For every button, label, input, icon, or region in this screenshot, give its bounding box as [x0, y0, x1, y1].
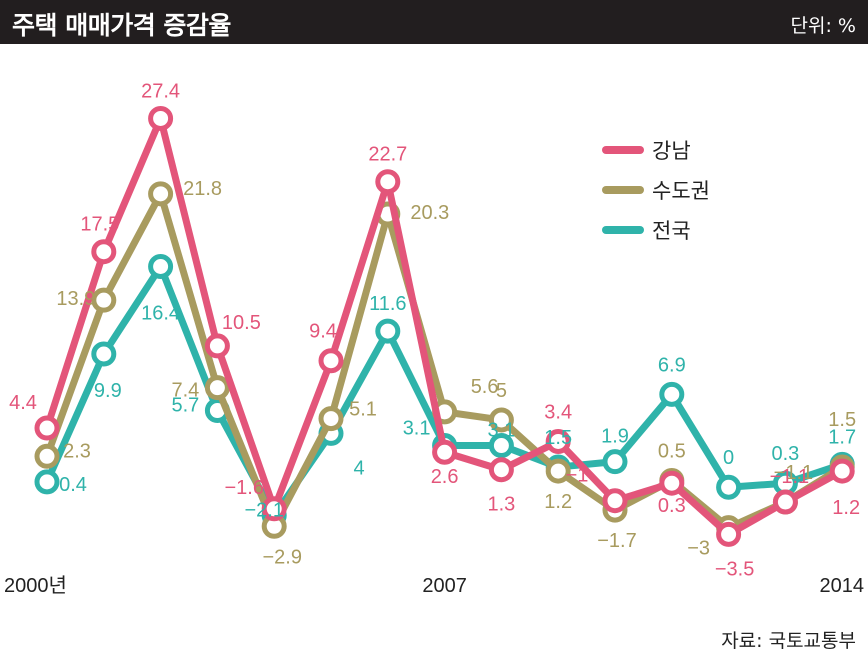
x-tick-label: 2014 — [820, 575, 865, 597]
data-point-gangnam — [659, 470, 685, 496]
x-tick-label: 2000년 — [4, 574, 67, 597]
data-label-gangnam: 1.3 — [487, 494, 515, 516]
data-label-capital: 5 — [496, 380, 507, 402]
data-point-gangnam — [545, 428, 571, 454]
data-point-national — [659, 381, 685, 407]
data-label-gangnam: 22.7 — [368, 144, 407, 166]
data-point-national — [375, 318, 401, 344]
data-label-gangnam: 1.2 — [832, 497, 860, 519]
data-label-capital: −3 — [687, 538, 710, 560]
data-point-capital — [34, 443, 60, 469]
data-label-national: 3.1 — [487, 420, 515, 442]
x-tick-label: 2007 — [422, 575, 467, 597]
data-label-gangnam: 17.5 — [80, 214, 119, 236]
data-label-capital: 13.9 — [56, 288, 95, 310]
data-label-national: −2.1 — [244, 500, 283, 522]
legend-label-national: 전국 — [652, 220, 691, 243]
legend-label-capital: 수도권 — [652, 180, 710, 203]
data-point-gangnam — [602, 488, 628, 514]
data-label-national: 11.6 — [369, 293, 406, 315]
data-point-national — [34, 469, 60, 495]
data-point-national — [488, 433, 514, 459]
line-chart: 0.4 9.9 16.4 5.7 −2.1 4 11.6 3.1 3.1 1.5 1.9 6.9 0 0.… — [4, 80, 865, 597]
data-label-capital: −1.1 — [774, 462, 813, 484]
data-point-gangnam — [772, 489, 798, 515]
data-label-capital: −1.7 — [597, 530, 636, 552]
chart-header: 주택 매매가격 증감율 단위: % — [0, 0, 868, 44]
unit-label: 단위: % — [790, 15, 856, 37]
data-label-national: 1.9 — [601, 426, 629, 448]
data-point-gangnam — [91, 239, 117, 265]
data-label-gangnam: 10.5 — [222, 312, 261, 334]
data-label-gangnam: −1.6 — [224, 477, 263, 499]
data-label-gangnam: 9.4 — [309, 321, 337, 343]
data-label-national: 1.5 — [544, 427, 572, 449]
data-label-capital: −2.9 — [262, 546, 301, 568]
data-label-capital: 2.3 — [63, 440, 91, 462]
data-point-capital — [488, 407, 514, 433]
data-point-capital — [318, 406, 344, 432]
data-label-national: 1.7 — [828, 426, 856, 448]
data-point-gangnam — [34, 415, 60, 441]
data-label-national: 0 — [723, 447, 734, 469]
data-point-gangnam — [318, 348, 344, 374]
data-label-national: 6.9 — [658, 354, 686, 376]
chart-title: 주택 매매가격 증감율 — [12, 11, 231, 40]
source-note: 자료: 국토교통부 — [721, 630, 856, 652]
data-label-capital: 21.8 — [183, 178, 222, 200]
data-label-national: 0.3 — [771, 443, 799, 465]
data-point-capital — [204, 375, 230, 401]
data-label-gangnam: 2.6 — [431, 466, 459, 488]
data-point-gangnam — [488, 457, 514, 483]
data-label-capital: 0.5 — [658, 441, 686, 463]
data-point-capital — [91, 287, 117, 313]
data-label-capital: 5.1 — [349, 399, 377, 421]
data-label-national: 3.1 — [403, 418, 431, 440]
data-label-capital: 20.3 — [410, 202, 449, 224]
data-label-national: 16.4 — [141, 303, 180, 325]
data-label-gangnam: 4.4 — [9, 392, 37, 414]
data-label-gangnam: 27.4 — [141, 80, 180, 102]
data-point-capital — [545, 458, 571, 484]
data-label-capital: 1.5 — [828, 409, 856, 431]
data-label-national: 9.9 — [94, 380, 122, 402]
data-label-national: 4 — [353, 457, 364, 479]
data-label-gangnam: −1 — [566, 465, 589, 487]
data-label-capital: 1.2 — [544, 491, 572, 513]
data-label-gangnam: −1.1 — [770, 466, 809, 488]
data-point-capital — [148, 181, 174, 207]
data-label-gangnam: 0.3 — [658, 495, 686, 517]
data-point-gangnam — [375, 169, 401, 195]
data-point-national — [716, 474, 742, 500]
data-label-national: 5.7 — [171, 395, 199, 417]
data-label-gangnam: −3.5 — [715, 558, 754, 580]
data-point-gangnam — [148, 105, 174, 131]
data-point-national — [148, 254, 174, 280]
data-label-national: 0.4 — [59, 474, 87, 496]
data-point-gangnam — [261, 496, 287, 522]
data-point-national — [602, 449, 628, 475]
data-point-gangnam — [432, 439, 458, 465]
data-point-national — [91, 341, 117, 367]
legend-label-gangnam: 강남 — [652, 140, 691, 163]
data-label-capital: 5.6 — [471, 376, 499, 398]
data-point-gangnam — [829, 458, 855, 484]
data-point-gangnam — [716, 521, 742, 547]
data-point-gangnam — [204, 333, 230, 359]
data-label-capital: 7.4 — [171, 380, 199, 402]
data-label-gangnam: 3.4 — [544, 401, 572, 423]
